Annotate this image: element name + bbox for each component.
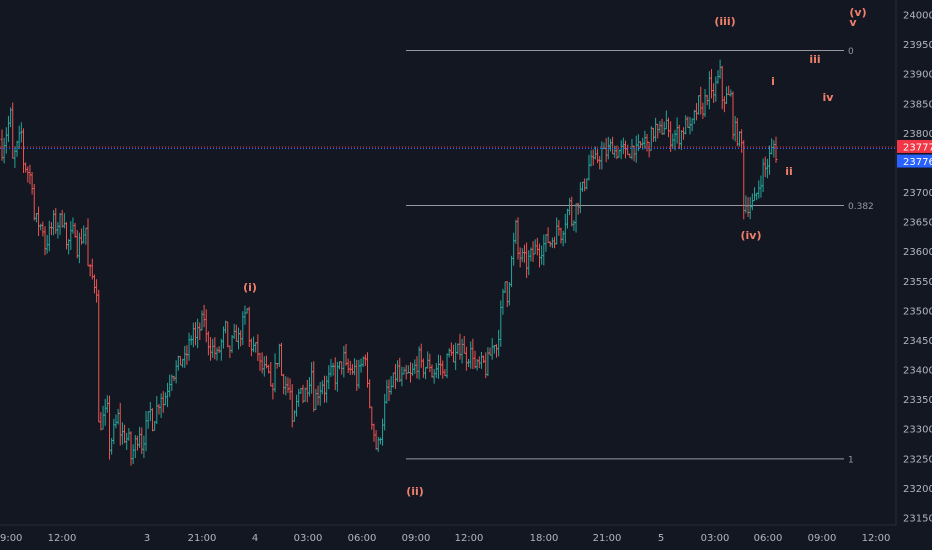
- down-bar: [774, 136, 778, 163]
- time-axis[interactable]: 09:00 12:00 3 21:00 4 03:00 06:00 09:00 12:00 18:…: [0, 533, 890, 544]
- last-price-tag-label-2: 23776: [903, 157, 932, 168]
- time-tick-label: 3: [144, 533, 150, 544]
- last-price-line: [0, 146, 896, 150]
- price-tick-label: 23950: [903, 40, 932, 51]
- time-tick-label: 21:00: [593, 533, 622, 544]
- time-tick-label: 09:00: [402, 533, 431, 544]
- time-tick-label: 18:00: [530, 533, 559, 544]
- fib-level-label: 1: [848, 455, 854, 465]
- price-tick-label: 23350: [903, 395, 932, 406]
- price-tick-label: 23150: [903, 514, 932, 525]
- wave-label: iv: [823, 91, 835, 104]
- price-tick-label: 23450: [903, 336, 932, 347]
- price-tick-label: 23600: [903, 247, 932, 258]
- time-tick-label: 06:00: [348, 533, 377, 544]
- price-tick-label: 23650: [903, 218, 932, 229]
- wave-label: i: [771, 75, 775, 88]
- fibonacci-retracement[interactable]: 0 0.382 1: [406, 47, 874, 465]
- time-tick-label: 09:00: [808, 533, 837, 544]
- ohlc-bars: [0, 59, 778, 466]
- wave-label: (i): [243, 281, 257, 294]
- price-tick-label: 23400: [903, 366, 932, 377]
- time-tick-label: 03:00: [294, 533, 323, 544]
- price-tick-label: 23850: [903, 99, 932, 110]
- fib-level-label: 0: [848, 47, 854, 57]
- price-tick-label: 23800: [903, 129, 932, 140]
- price-tick-label: 23500: [903, 306, 932, 317]
- time-tick-label: 12:00: [455, 533, 484, 544]
- price-tick-label: 23250: [903, 454, 932, 465]
- price-tags: 23777 23776: [897, 139, 932, 168]
- time-tick-label: 06:00: [754, 533, 783, 544]
- price-tick-label: 23550: [903, 277, 932, 288]
- wave-label: (iv): [741, 229, 762, 242]
- time-tick-label: 03:00: [701, 533, 730, 544]
- time-tick-label: 09:00: [0, 533, 22, 544]
- wave-label: v: [849, 16, 857, 29]
- last-price-tag-blue: [897, 154, 932, 168]
- time-tick-label: 4: [252, 533, 258, 544]
- price-tick-label: 23900: [903, 70, 932, 81]
- wave-label: (ii): [406, 485, 424, 498]
- wave-label: (v): [849, 6, 866, 19]
- wave-label: ii: [785, 165, 793, 178]
- time-tick-label: 21:00: [188, 533, 217, 544]
- fib-level-label: 0.382: [848, 202, 874, 212]
- wave-label: iii: [809, 53, 820, 66]
- time-tick-label: 12:00: [48, 533, 77, 544]
- price-tick-label: 23200: [903, 484, 932, 495]
- time-tick-label: 5: [658, 533, 664, 544]
- price-tick-label: 23700: [903, 188, 932, 199]
- price-tick-label: 23300: [903, 425, 932, 436]
- last-price-tag-red: [897, 139, 932, 153]
- last-price-tag-label: 23777: [903, 142, 932, 153]
- wave-label: (iii): [714, 15, 735, 28]
- time-tick-label: 12:00: [862, 533, 891, 544]
- price-tick-label: 24000: [903, 11, 932, 22]
